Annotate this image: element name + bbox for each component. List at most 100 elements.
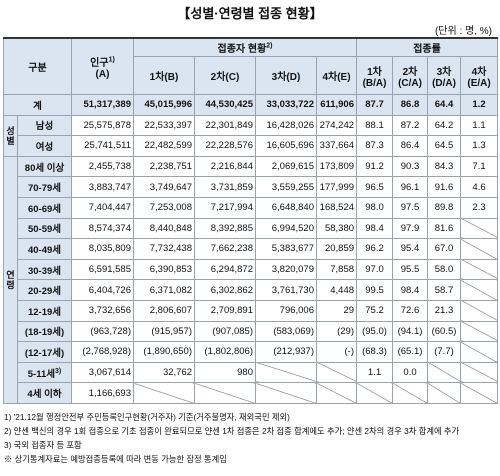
row-label: 70-79세 xyxy=(17,176,72,198)
data-cell: 16,605,696 xyxy=(255,135,317,157)
data-cell: 6,648,840 xyxy=(255,196,317,219)
header-cell: 1차 (B/A) xyxy=(356,56,394,95)
data-cell: 177,999 xyxy=(315,176,358,198)
row-label: 12-19세 xyxy=(17,299,72,322)
data-row: 여성 25,741,511 22,482,599 22,228,576 16,605,6… xyxy=(4,135,499,157)
row-label: 남성 xyxy=(17,114,72,137)
data-row: 60-69세 7,404,447 7,253,008 7,217,994 6,648,8… xyxy=(4,196,499,219)
data-cell: (29) xyxy=(315,320,358,343)
data-cell: (60.5) xyxy=(427,320,462,343)
data-cell: 91.2 xyxy=(356,155,394,178)
data-cell: 58.0 xyxy=(427,258,462,281)
data-cell: 90.3 xyxy=(392,155,429,178)
footnote: 3) 국외 접종자 등 포함 xyxy=(4,440,82,450)
data-cell: 6,994,520 xyxy=(255,217,317,240)
group-label: 연령 xyxy=(3,155,18,404)
data-row: (12-17세) (2,768,928) (1,890,650) (1,802,806… xyxy=(4,341,499,363)
row-label-text: 남성 xyxy=(35,121,54,133)
row-label: 여성 xyxy=(17,135,72,157)
data-cell: 21.3 xyxy=(427,299,462,322)
data-cell: 97.5 xyxy=(392,196,429,219)
row-label-text: 여성 xyxy=(35,141,54,153)
data-cell: 2,069,615 xyxy=(255,155,317,178)
data-cell: 91.6 xyxy=(427,176,462,198)
data-cell: 22,482,599 xyxy=(133,135,195,157)
row-label: 80세 이상 xyxy=(17,155,72,178)
row-label-text: 4세 이하 xyxy=(27,389,62,401)
note: 2) xyxy=(266,42,273,50)
data-cell: 87.7 xyxy=(356,94,394,116)
data-row: 12-19세 3,732,656 2,806,607 2,709,891 796,006… xyxy=(4,299,499,322)
data-cell: (68.3) xyxy=(356,341,394,363)
header-text: (A) xyxy=(95,68,110,80)
data-cell: 7,217,994 xyxy=(194,196,256,219)
data-row: 70-79세 3,883,747 3,749,647 3,731,859 3,559,2… xyxy=(4,176,499,198)
data-cell: 64.5 xyxy=(427,135,462,157)
data-cell: 7,662,238 xyxy=(194,238,256,260)
header-cell: 접종률 xyxy=(356,37,499,57)
data-cell: 2,709,891 xyxy=(194,299,256,322)
footnote: 1) '21.12월 행정안전부 주민등록인구현황(거주자) 기준(거주불명자,… xyxy=(4,412,290,422)
data-cell: 75.2 xyxy=(356,299,394,322)
data-cell: (915,957) xyxy=(133,320,195,343)
empty-cell xyxy=(460,299,499,322)
data-cell: 97.9 xyxy=(392,217,429,240)
empty-cell xyxy=(315,361,358,384)
data-cell: 6,294,872 xyxy=(194,258,256,281)
data-cell: (1,890,650) xyxy=(133,341,195,363)
empty-cell xyxy=(460,217,499,240)
row-label: 20-29세 xyxy=(17,279,72,301)
data-cell: 2,806,607 xyxy=(133,299,195,322)
data-cell: 86.4 xyxy=(392,135,429,157)
data-cell: 3,732,656 xyxy=(71,299,134,322)
data-cell: 1.1 xyxy=(356,361,394,384)
data-cell: 97.0 xyxy=(356,258,394,281)
data-cell: 2,455,738 xyxy=(71,155,134,178)
footnote: ※ 상기통계자료는 예방접종등록에 따라 변동 가능한 잠정 통계임 xyxy=(4,454,227,464)
title: 【성별·연령별 접종 현황】 xyxy=(177,6,323,21)
row-label: 5-11세3) xyxy=(17,361,72,384)
data-cell: 5,383,677 xyxy=(255,238,317,260)
row-label: 50-59세 xyxy=(17,217,72,240)
data-row: (18-19세) (963,728) (915,957) (907,085) (583,… xyxy=(4,320,499,343)
data-cell: 6,404,726 xyxy=(71,279,134,301)
header-cell: 인구1) (A) xyxy=(71,37,134,95)
data-cell: 67.0 xyxy=(427,238,462,260)
row-label-text: 50-59세 xyxy=(27,224,62,236)
data-cell: (94.1) xyxy=(392,320,429,343)
data-cell: 58,380 xyxy=(315,217,358,240)
row-label-text: 12-19세 xyxy=(27,306,62,318)
data-cell: 89.8 xyxy=(427,196,462,219)
data-cell: 2.3 xyxy=(460,196,499,219)
data-cell: 29 xyxy=(315,299,358,322)
empty-cell xyxy=(427,361,462,384)
empty-cell xyxy=(460,320,499,343)
data-row: 40-49세 8,035,809 7,732,438 7,662,238 5,383,6… xyxy=(4,238,499,260)
empty-cell xyxy=(460,361,499,384)
data-cell: 3,820,079 xyxy=(255,258,317,281)
data-cell: 1.1 xyxy=(460,114,499,137)
data-cell: 3,883,747 xyxy=(71,176,134,198)
header-cell: 4차(E) xyxy=(315,56,358,95)
data-cell: (907,085) xyxy=(194,320,256,343)
footnotes: 1) '21.12월 행정안전부 주민등록인구현황(거주자) 기준(거주불명자,… xyxy=(4,410,498,466)
data-cell: 45,015,996 xyxy=(133,94,195,116)
data-cell: 0.0 xyxy=(392,361,429,384)
row-label: 계 xyxy=(3,94,72,116)
header-cell: 3차 (D/A) xyxy=(427,56,462,95)
data-cell: 87.2 xyxy=(392,114,429,137)
data-cell: 95.4 xyxy=(392,238,429,260)
data-cell: (2,768,928) xyxy=(71,341,134,363)
note: 3) xyxy=(55,367,62,375)
data-cell: 8,574,374 xyxy=(71,217,134,240)
row-label: 40-49세 xyxy=(17,238,72,260)
data-row: 성별 남성 25,575,878 22,533,397 22,301,849 16,428… xyxy=(3,114,499,157)
empty-cell xyxy=(460,341,499,363)
data-cell: 6,302,862 xyxy=(194,279,256,301)
data-cell: 1.3 xyxy=(460,135,499,157)
data-cell: 337,664 xyxy=(315,135,358,157)
data-cell: 88.1 xyxy=(356,114,394,137)
header-row: 1차(B) 2차(C) 3차(D) 4차(E) 1차 (B/A) 2차 (C/A) 3차 (… xyxy=(4,56,499,95)
row-label-text: 80세 이상 xyxy=(24,162,65,174)
